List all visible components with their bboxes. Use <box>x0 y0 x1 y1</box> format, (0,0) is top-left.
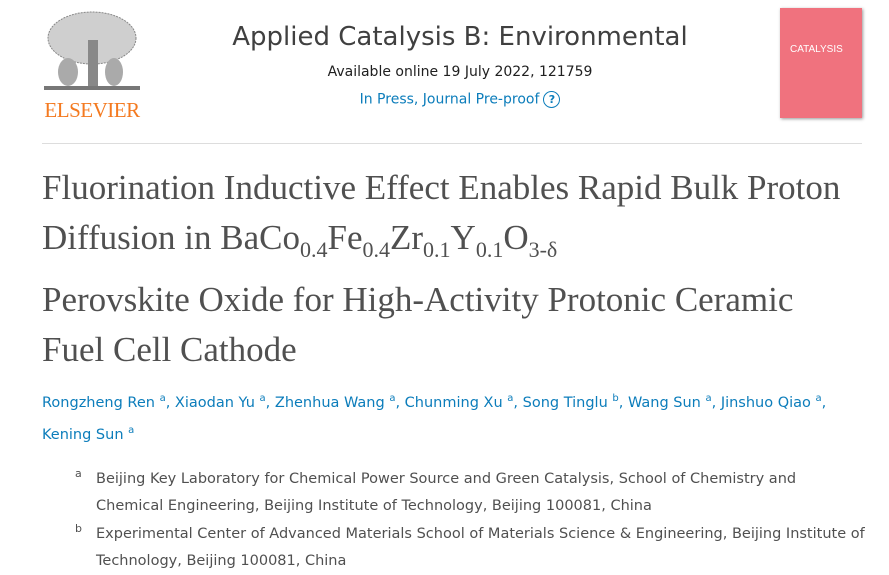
elsevier-logo[interactable]: ELSEVIER <box>42 10 142 122</box>
author-link[interactable]: Jinshuo Qiao a <box>720 393 822 411</box>
affiliation-text: Experimental Center of Advanced Material… <box>96 526 865 569</box>
affiliation-text: Beijing Key Laboratory for Chemical Powe… <box>96 471 797 514</box>
article-status: In Press, Journal Pre-proof? <box>200 91 720 108</box>
status-text: In Press, Journal Pre-proof <box>359 91 540 108</box>
question-circle-icon[interactable]: ? <box>543 91 561 108</box>
affiliation: a Beijing Key Laboratory for Chemical Pow… <box>75 466 865 520</box>
cover-text: CATALYSIS <box>790 44 843 55</box>
author-link[interactable]: Xiaodan Yu a <box>174 393 266 411</box>
author-link[interactable]: Kening Sun a <box>42 424 135 443</box>
affiliation-label: b <box>75 522 82 535</box>
tree-logo-icon <box>44 11 140 90</box>
journal-title[interactable]: Applied Catalysis B: Environmental <box>232 22 688 52</box>
author-link[interactable]: Zhenhua Wang a <box>274 393 396 411</box>
article-title: Fluorination Inductive Effect Enables Ra… <box>42 168 841 369</box>
author-link[interactable]: Wang Sun a <box>627 393 712 411</box>
availability-date: Available online 19 July 2022, 121759 <box>327 64 593 80</box>
author-list: Rongzheng Ren a, Xiaodan Yu a, Zhenhua W… <box>42 393 827 443</box>
elsevier-wordmark: ELSEVIER <box>44 98 140 122</box>
affiliation: b Experimental Center of Advanced Materia… <box>75 521 865 575</box>
journal-cover[interactable]: CATALYSIS <box>780 8 862 118</box>
author-link[interactable]: Rongzheng Ren a <box>42 393 166 411</box>
divider <box>42 143 862 144</box>
author-link[interactable]: Song Tinglu b <box>522 393 619 411</box>
affiliation-label: a <box>75 467 82 480</box>
author-link[interactable]: Chunming Xu a <box>404 393 514 411</box>
